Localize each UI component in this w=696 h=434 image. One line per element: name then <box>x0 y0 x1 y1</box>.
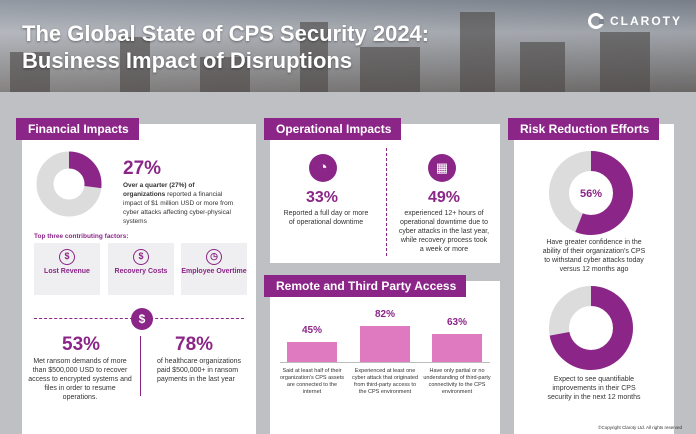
remote-bar-text-2: Experienced at least one cyber attack th… <box>351 368 419 395</box>
claroty-logo: CLAROTY <box>588 13 682 29</box>
page-title: The Global State of CPS Security 2024: B… <box>22 20 429 74</box>
financial-stat-text: Over a quarter (27%) of organizations re… <box>123 181 235 226</box>
operational-impacts-panel: Operational Impacts <box>264 118 500 263</box>
financial-donut-chart <box>36 151 102 217</box>
copyright: ©Copyright Claroty Ltd. All rights reser… <box>598 425 682 430</box>
remote-bar-label-2: 82% <box>374 309 395 320</box>
claroty-logo-icon <box>588 13 604 29</box>
factor-recovery-costs: $ Recovery Costs <box>108 243 174 295</box>
dollar-icon: $ <box>133 249 149 265</box>
dollar-badge-icon: $ <box>131 308 153 330</box>
risk-bottom-text: Expect to see quantifiable improvements … <box>547 376 641 401</box>
factor-employee-overtime: ◷ Employee Overtime <box>181 243 247 295</box>
operational-left-pct: 33% <box>306 189 339 206</box>
ransom-text: Met ransom demands of more than $500,000… <box>28 358 132 401</box>
calendar-icon: ▦ <box>428 154 456 182</box>
healthcare-text: of healthcare organizations paid $500,00… <box>157 358 242 383</box>
remote-bar-label-1: 45% <box>301 325 322 337</box>
risk-top-pct: 56% <box>580 188 602 200</box>
factors-heading: Top three contributing factors: <box>34 233 129 240</box>
risk-reduction-title: Risk Reduction Efforts <box>508 118 660 140</box>
healthcare-pct: 78% <box>175 334 214 355</box>
financial-stat-bold: Over a quarter (27%) of organizations <box>123 182 195 198</box>
remote-bar-3 <box>432 334 482 362</box>
risk-reduction-panel: Risk Reduction Efforts <box>508 118 674 434</box>
risk-bottom-donut-arc <box>549 286 633 370</box>
bar-baseline <box>280 362 490 363</box>
factor-label: Lost Revenue <box>44 268 90 275</box>
risk-top-donut-arc <box>549 151 633 235</box>
financial-donut-arc <box>36 151 102 217</box>
risk-bottom-pct: 72% <box>580 323 602 335</box>
title-line-2: Business Impact of Disruptions <box>22 48 353 73</box>
remote-bar-1 <box>287 342 337 362</box>
clock-icon: ◷ <box>206 249 222 265</box>
divider-vertical <box>386 148 387 256</box>
factor-label: Recovery Costs <box>114 268 168 275</box>
remote-access-title: Remote and Third Party Access <box>264 275 467 297</box>
logo-text: CLAROTY <box>610 14 682 28</box>
remote-bar-text-1: Said at least half of their organization… <box>279 368 345 395</box>
operational-right-pct: 49% <box>428 189 461 206</box>
remote-bar-text-3: Have only partial or no understanding of… <box>423 368 491 395</box>
factor-label: Employee Overtime <box>181 268 247 275</box>
ransom-pct: 53% <box>62 334 101 355</box>
stopwatch-icon: ◔ <box>309 154 337 182</box>
hero-banner: The Global State of CPS Security 2024: B… <box>0 0 696 92</box>
risk-top-donut-chart: 56% <box>549 151 633 235</box>
financial-impacts-title: Financial Impacts <box>16 118 139 140</box>
risk-bottom-donut-chart: 72% <box>549 286 633 370</box>
operational-right-text: experienced 12+ hours of operational dow… <box>398 210 490 253</box>
divider-vertical <box>140 336 141 396</box>
operational-left-text: Reported a full day or more of operation… <box>283 210 369 226</box>
dollar-icon: $ <box>59 249 75 265</box>
factor-lost-revenue: $ Lost Revenue <box>34 243 100 295</box>
operational-impacts-title: Operational Impacts <box>264 118 402 140</box>
financial-stat-rest: reported a financial impact of $1 millio… <box>123 191 234 225</box>
remote-bar-label-3: 63% <box>446 317 467 329</box>
financial-stat-pct: 27% <box>123 158 162 179</box>
risk-top-text: Have greater confidence in the ability o… <box>542 239 646 273</box>
title-line-1: The Global State of CPS Security 2024: <box>22 21 430 46</box>
remote-bar-2 <box>360 326 410 362</box>
